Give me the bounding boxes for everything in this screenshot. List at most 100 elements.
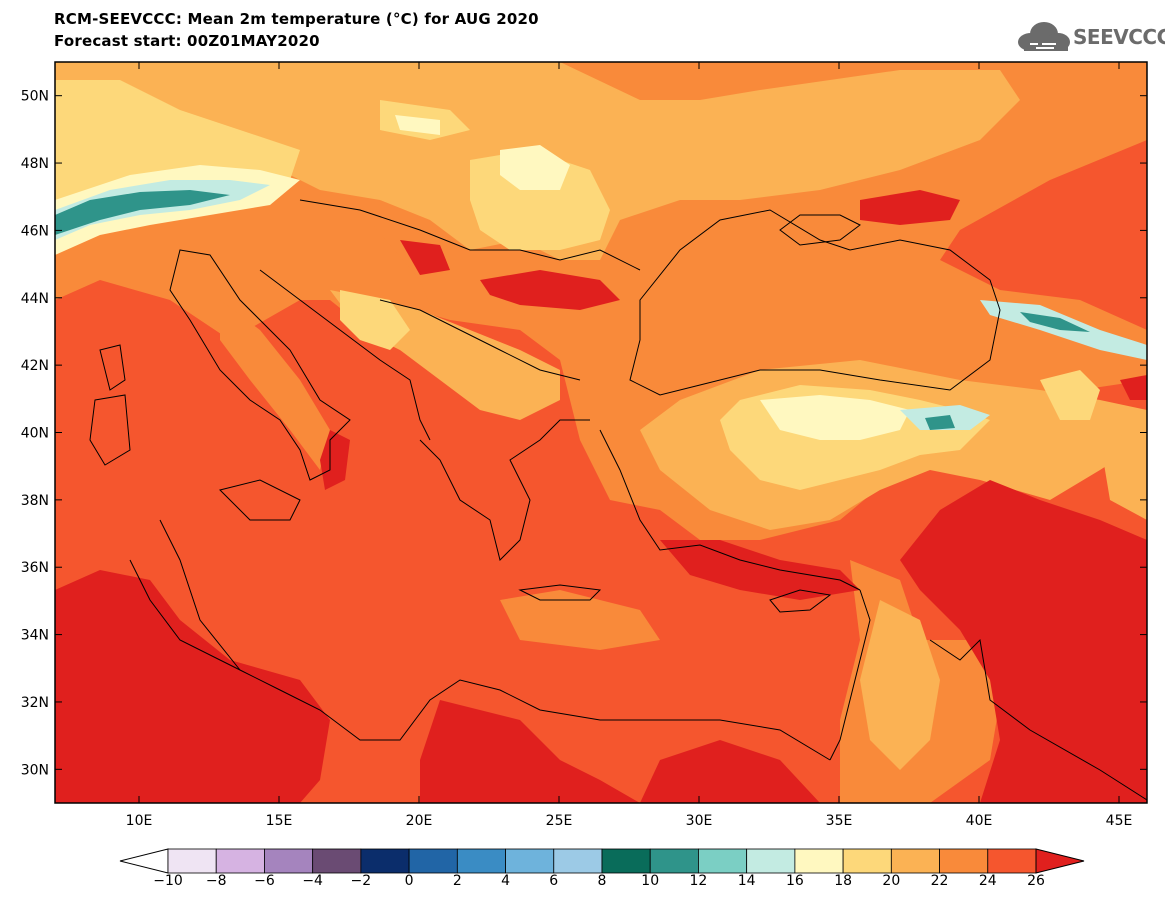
field-10-12-alps	[55, 190, 230, 235]
colorbar-box	[312, 848, 362, 874]
crete-coast	[518, 584, 602, 601]
corsica-coast	[99, 344, 126, 391]
field-gt26-calabria	[320, 430, 350, 490]
field-10-12-anatolia	[925, 415, 955, 430]
colorbar-tick-label: 2	[452, 873, 462, 889]
colorbar-box	[698, 848, 748, 874]
adriatic-east-coast	[259, 269, 431, 441]
field-10-12-caucasus	[1020, 312, 1090, 332]
field-gt26-pannonia	[400, 240, 450, 275]
colorbar-tick-label: 12	[689, 873, 708, 889]
colorbar-box	[649, 848, 699, 874]
colorbar-tick-label: 8	[597, 873, 607, 889]
north-africa-coast	[129, 559, 831, 761]
lat-tick-label: 30N	[21, 762, 49, 778]
lon-tick-label: 25E	[546, 813, 573, 829]
greece-coast	[419, 419, 590, 561]
colorbar-box	[939, 848, 989, 874]
field-lt18-anatolia	[760, 395, 910, 440]
forecast-start: Forecast start: 00Z01MAY2020	[54, 32, 320, 50]
colorbar-box	[794, 848, 844, 874]
field-18-20-caucasus	[1040, 370, 1100, 420]
field-22-24-italy	[220, 300, 330, 470]
colorbar-box	[842, 848, 892, 874]
lat-tick-label: 44N	[21, 291, 49, 307]
colorbar-tick-label: 18	[834, 873, 853, 889]
field-22-24-crete-sea	[500, 590, 660, 650]
lon-tick-label: 35E	[826, 813, 853, 829]
colorbar-tick-label: 4	[501, 873, 510, 889]
colorbar-tick-label: 22	[930, 873, 949, 889]
lon-tick-label: 40E	[966, 813, 993, 829]
field-gt26-libya-tunisia	[55, 570, 330, 803]
colorbar-tick-label: 16	[785, 873, 804, 889]
lon-tick-label: 20E	[406, 813, 433, 829]
colorbar-tick-label: −2	[350, 873, 372, 889]
field-18-20-bosnia	[340, 290, 410, 350]
colorbar-tick-label: 6	[549, 873, 559, 889]
logo-text: SEEVCCC	[1073, 25, 1165, 49]
border-lines-2	[379, 299, 581, 381]
field-gt26-turkey-south	[660, 540, 860, 600]
italy-coast	[169, 249, 351, 481]
colorbar-tick-label: 20	[882, 873, 901, 889]
colorbar-tick-label: −8	[205, 873, 227, 889]
lat-tick-label: 42N	[21, 358, 49, 374]
colorbar-box	[408, 848, 458, 874]
coastlines	[89, 199, 1147, 801]
lat-tick-label: 46N	[21, 223, 49, 239]
colorbar-box	[601, 848, 651, 874]
field-20-22-caucasus	[1100, 430, 1147, 520]
colorbar-box	[215, 848, 265, 874]
colorbar-high-extend	[1035, 848, 1085, 874]
sicily-coast	[219, 479, 301, 521]
colorbar-tick-label: −10	[153, 873, 183, 889]
lat-tick-label: 38N	[21, 493, 49, 509]
colorbar-box	[167, 848, 217, 874]
lon-tick-label: 30E	[686, 813, 713, 829]
field-gt26-danube	[480, 270, 620, 310]
temperature-colorbar	[119, 848, 1085, 874]
levant-coast	[829, 589, 871, 761]
latitude-axis: 50N 48N 46N 44N 42N 40N 38N 36N 34N 32N 30N	[21, 89, 1147, 778]
colorbar-box	[264, 848, 314, 874]
crimea-coast	[779, 214, 861, 246]
colorbar-tick-label: −6	[254, 873, 275, 889]
lat-tick-label: 50N	[21, 89, 49, 105]
colorbar-box	[456, 848, 506, 874]
colorbar-box	[553, 848, 603, 874]
map-title: RCM-SEEVCCC: Mean 2m temperature (°C) fo…	[54, 10, 539, 28]
lat-tick-label: 48N	[21, 156, 49, 172]
border-lines-4	[159, 519, 241, 671]
field-gt26-syria-iraq	[900, 480, 1147, 803]
lon-tick-label: 15E	[266, 813, 293, 829]
field-20-22-jordan	[860, 600, 940, 770]
seevccc-logo: SEEVCCC	[1016, 20, 1165, 54]
cloud-logo-icon	[1018, 22, 1070, 51]
field-gt26-libya-east	[420, 700, 640, 803]
field-gt26-egypt	[640, 740, 820, 803]
colorbar-box	[890, 848, 940, 874]
colorbar-tick-label: −4	[302, 873, 323, 889]
lat-tick-label: 40N	[21, 426, 49, 442]
cyprus-coast	[769, 589, 832, 613]
turkey-south-coast	[599, 429, 861, 591]
field-gt26-caspian	[1120, 375, 1147, 400]
lon-tick-label: 10E	[126, 813, 153, 829]
lat-tick-label: 34N	[21, 628, 49, 644]
field-lt18-sudetes	[395, 115, 440, 135]
lat-tick-label: 32N	[21, 695, 49, 711]
field-lt18-tatra	[500, 145, 570, 190]
colorbar-tick-label: 26	[1027, 873, 1045, 889]
lon-tick-label: 45E	[1106, 813, 1133, 829]
colorbar-tick-label: 10	[641, 873, 660, 889]
colorbar-box	[987, 848, 1037, 874]
colorbar-low-extend	[119, 848, 169, 874]
colorbar-tick-label: 0	[404, 873, 414, 889]
border-lines-3	[929, 638, 1147, 801]
colorbar-tick-label: 14	[737, 873, 756, 889]
colorbar-tick-label: 24	[978, 873, 997, 889]
sardinia-coast	[89, 394, 131, 466]
colorbar-box	[360, 848, 410, 874]
